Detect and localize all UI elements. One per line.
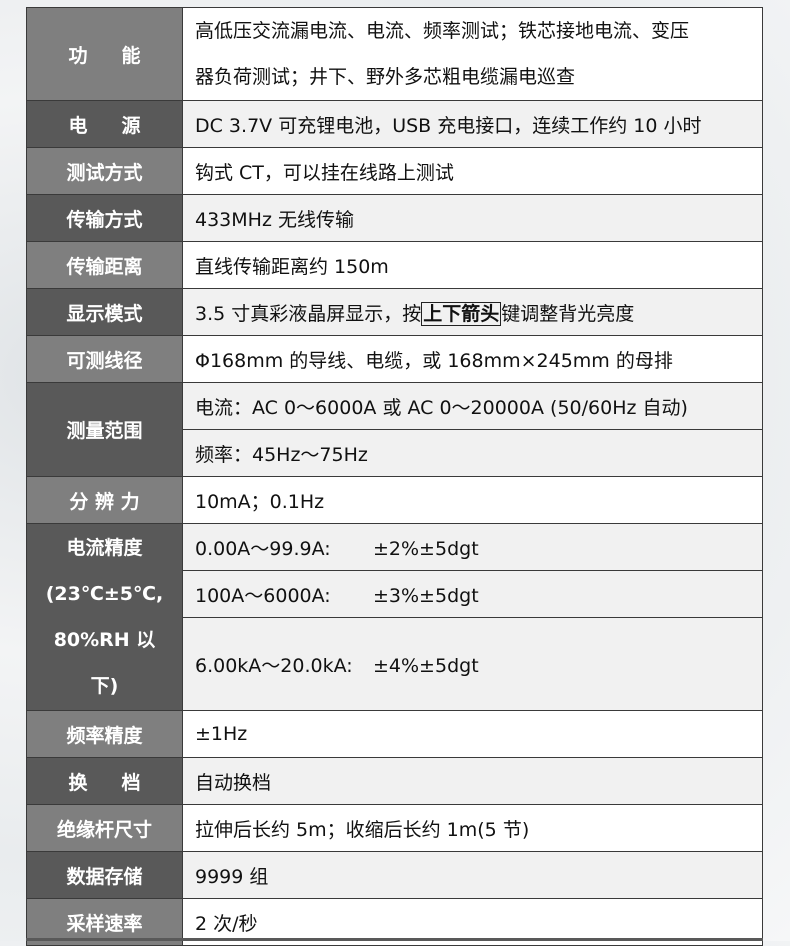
row-accuracy-2: 100A～6000A: ±3%±5dgt (27, 570, 763, 618)
label-function: 功能 (26, 7, 183, 101)
row-storage: 数据存储 9999 组 (26, 851, 763, 899)
value-rod-size: 拉伸后长约 5m；收缩后长约 1m(5 节) (182, 804, 763, 852)
spec-table: 功能 高低压交流漏电流、电流、频率测试；铁芯接地电流、变压 器负荷测试；井下、野外… (26, 7, 763, 946)
next-row-edge (26, 938, 763, 941)
row-test-method: 测试方式 钩式 CT，可以挂在线路上测试 (26, 147, 763, 195)
value-power: DC 3.7V 可充锂电池，USB 充电接口，连续工作约 10 小时 (182, 100, 763, 148)
value-accuracy-3: 6.00kA～20.0kA: ±4%±5dgt (182, 617, 763, 711)
value-storage: 9999 组 (182, 851, 763, 899)
label-test-method: 测试方式 (26, 147, 183, 195)
row-distance: 传输距离 直线传输距离约 150m (26, 241, 763, 289)
label-resolution: 分 辨 力 (26, 476, 183, 524)
value-function: 高低压交流漏电流、电流、频率测试；铁芯接地电流、变压 器负荷测试；井下、野外多芯粗… (182, 7, 763, 101)
value-accuracy-2: 100A～6000A: ±3%±5dgt (182, 570, 763, 618)
label-display: 显示模式 (26, 288, 183, 336)
value-wire-diameter: Φ168mm 的导线、电缆，或 168mm×245mm 的母排 (182, 335, 763, 383)
row-resolution: 分 辨 力 10mA；0.1Hz (26, 476, 763, 524)
value-test-method: 钩式 CT，可以挂在线路上测试 (182, 147, 763, 195)
label-accuracy: 电流精度 (23℃±5℃, 80%RH 以 下) (26, 523, 183, 711)
row-power: 电源 DC 3.7V 可充锂电池，USB 充电接口，连续工作约 10 小时 (26, 100, 763, 148)
value-distance: 直线传输距离约 150m (182, 241, 763, 289)
row-freq-accuracy: 频率精度 ±1Hz (26, 710, 763, 758)
value-range-current: 电流：AC 0～6000A 或 AC 0～20000A (50/60Hz 自动) (182, 382, 763, 430)
label-distance: 传输距离 (26, 241, 183, 289)
value-freq-accuracy: ±1Hz (182, 710, 763, 758)
label-power: 电源 (26, 100, 183, 148)
label-storage: 数据存储 (26, 851, 183, 899)
row-accuracy-3: 6.00kA～20.0kA: ±4%±5dgt (27, 617, 763, 711)
row-rod-size: 绝缘杆尺寸 拉伸后长约 5m；收缩后长约 1m(5 节) (26, 804, 763, 852)
row-function: 功能 高低压交流漏电流、电流、频率测试；铁芯接地电流、变压 器负荷测试；井下、野外… (26, 7, 763, 101)
row-display: 显示模式 3.5 寸真彩液晶屏显示，按 上下箭头 键调整背光亮度 (26, 288, 763, 336)
row-range-switch: 换档 自动换档 (26, 757, 763, 805)
label-range: 测量范围 (26, 382, 183, 477)
label-range-switch: 换档 (26, 757, 183, 805)
row-sampling: 采样速率 2 次/秒 (26, 898, 763, 946)
row-wire-diameter: 可测线径 Φ168mm 的导线、电缆，或 168mm×245mm 的母排 (26, 335, 763, 383)
value-range-frequency: 频率：45Hz～75Hz (182, 429, 763, 477)
label-rod-size: 绝缘杆尺寸 (26, 804, 183, 852)
value-transmission: 433MHz 无线传输 (182, 194, 763, 242)
value-accuracy-1: 0.00A～99.9A: ±2%±5dgt (182, 523, 763, 571)
value-range-switch: 自动换档 (182, 757, 763, 805)
label-freq-accuracy: 频率精度 (26, 710, 183, 758)
value-display: 3.5 寸真彩液晶屏显示，按 上下箭头 键调整背光亮度 (182, 288, 763, 336)
value-resolution: 10mA；0.1Hz (182, 476, 763, 524)
row-transmission: 传输方式 433MHz 无线传输 (26, 194, 763, 242)
row-accuracy: 电流精度 (23℃±5℃, 80%RH 以 下) 0.00A～99.9A: ±2%… (26, 523, 763, 711)
label-transmission: 传输方式 (26, 194, 183, 242)
row-range: 测量范围 电流：AC 0～6000A 或 AC 0～20000A (50/60H… (26, 382, 763, 477)
label-wire-diameter: 可测线径 (26, 335, 183, 383)
row-range-2: 频率：45Hz～75Hz (27, 429, 763, 477)
